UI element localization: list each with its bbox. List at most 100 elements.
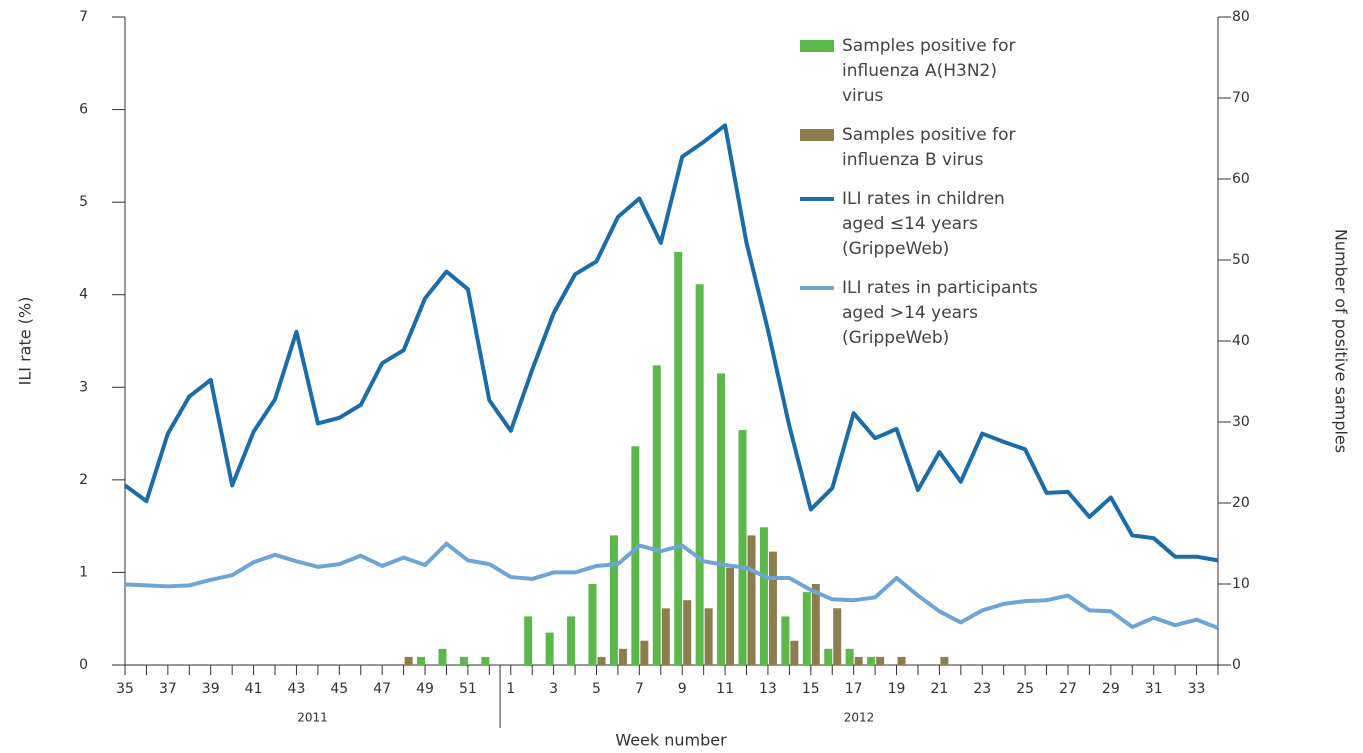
y-tick-label: 2 — [79, 472, 88, 488]
y2-tick-label: 80 — [1232, 9, 1250, 25]
bar — [897, 656, 906, 665]
x-axis-title: Week number — [615, 731, 727, 750]
bar — [747, 535, 756, 665]
x-tick-label: 17 — [845, 681, 863, 697]
legend-label: ILI rates in children aged ≤14 years (Gr… — [842, 189, 1005, 259]
legend-swatch — [800, 197, 834, 201]
bar — [854, 656, 863, 665]
bar — [631, 446, 640, 665]
y2-tick-label: 60 — [1232, 171, 1250, 187]
y2-tick-label: 30 — [1232, 414, 1250, 430]
bar — [597, 656, 606, 665]
x-tick-label: 35 — [116, 681, 134, 697]
bar — [652, 365, 661, 665]
x-tick-label: 5 — [592, 681, 601, 697]
x-tick-label: 45 — [330, 681, 348, 697]
bar — [781, 616, 790, 665]
x-tick-label: 41 — [245, 681, 263, 697]
legend-swatch — [800, 129, 834, 141]
bar — [802, 592, 811, 665]
y2-tick-label: 70 — [1232, 90, 1250, 106]
bar — [683, 600, 692, 665]
y-tick-label: 7 — [79, 9, 88, 25]
bar — [524, 616, 533, 665]
legend-entry: ILI rates in participants aged >14 years… — [800, 276, 1040, 351]
bar — [845, 648, 854, 665]
y-tick-label: 0 — [79, 657, 88, 673]
legend-swatch — [800, 286, 834, 290]
bar — [640, 640, 649, 665]
legend-label: ILI rates in participants aged >14 years… — [842, 278, 1038, 348]
x-tick-label: 43 — [288, 681, 306, 697]
bar — [609, 535, 618, 665]
legend-swatch — [800, 40, 834, 52]
y2-tick-label: 10 — [1232, 576, 1250, 592]
y-tick-label: 1 — [79, 564, 88, 580]
x-tick-label: 7 — [635, 681, 644, 697]
x-tick-label: 51 — [459, 681, 477, 697]
y2-tick-label: 50 — [1232, 252, 1250, 268]
x-tick-label: 19 — [888, 681, 906, 697]
y2-tick-label: 40 — [1232, 333, 1250, 349]
line — [123, 123, 1219, 563]
bar — [824, 648, 833, 665]
bar — [759, 527, 768, 665]
x-tick-label: 21 — [930, 681, 948, 697]
bar — [438, 648, 447, 665]
bar — [545, 632, 554, 665]
legend-label: Samples positive for influenza A(H3N2) v… — [842, 36, 1016, 106]
x-tick-label: 3 — [549, 681, 558, 697]
bar — [618, 648, 627, 665]
bar — [811, 584, 820, 665]
bar — [717, 373, 726, 665]
bar — [588, 584, 597, 665]
x-tick-label: 47 — [373, 681, 391, 697]
line — [124, 541, 1219, 630]
x-tick-label: 1 — [506, 681, 515, 697]
bar — [876, 656, 885, 665]
x-tick-label: 13 — [759, 681, 777, 697]
x-tick-label: 27 — [1059, 681, 1077, 697]
bar — [661, 608, 670, 665]
x-tick-label: 23 — [973, 681, 991, 697]
legend-entry: Samples positive for influenza B virus — [800, 123, 1040, 173]
y2-tick-label: 20 — [1232, 495, 1250, 511]
bar — [738, 430, 747, 665]
bar — [704, 608, 713, 665]
y-tick-label: 6 — [79, 102, 88, 118]
legend: Samples positive for influenza A(H3N2) v… — [800, 34, 1040, 365]
y2-axis-title: Number of positive samples — [1332, 229, 1351, 453]
bar — [404, 656, 413, 665]
legend-entry: ILI rates in children aged ≤14 years (Gr… — [800, 187, 1040, 262]
bar — [790, 640, 799, 665]
legend-label: Samples positive for influenza B virus — [842, 125, 1016, 170]
x-tick-label: 11 — [716, 681, 734, 697]
bar — [695, 284, 704, 665]
bar — [768, 551, 777, 665]
bar — [567, 616, 576, 665]
bar — [674, 251, 683, 665]
y-axis-title: ILI rate (%) — [16, 297, 35, 386]
bar — [459, 656, 468, 665]
y-tick-label: 4 — [79, 287, 88, 303]
bar — [867, 656, 876, 665]
x-tick-label: 29 — [1102, 681, 1120, 697]
x-tick-label: 15 — [802, 681, 820, 697]
x-tick-label: 25 — [1016, 681, 1034, 697]
x-tick-label: 33 — [1188, 681, 1206, 697]
x-tick-label: 31 — [1145, 681, 1163, 697]
year-label: 2011 — [297, 711, 328, 725]
legend-entry: Samples positive for influenza A(H3N2) v… — [800, 34, 1040, 109]
x-tick-label: 39 — [202, 681, 220, 697]
x-tick-label: 9 — [678, 681, 687, 697]
bar — [833, 608, 842, 665]
y-tick-label: 3 — [79, 379, 88, 395]
y2-tick-label: 0 — [1232, 657, 1241, 673]
year-label: 2012 — [844, 711, 875, 725]
x-tick-label: 37 — [159, 681, 177, 697]
bar — [726, 567, 735, 665]
y-tick-label: 5 — [79, 194, 88, 210]
x-tick-label: 49 — [416, 681, 434, 697]
